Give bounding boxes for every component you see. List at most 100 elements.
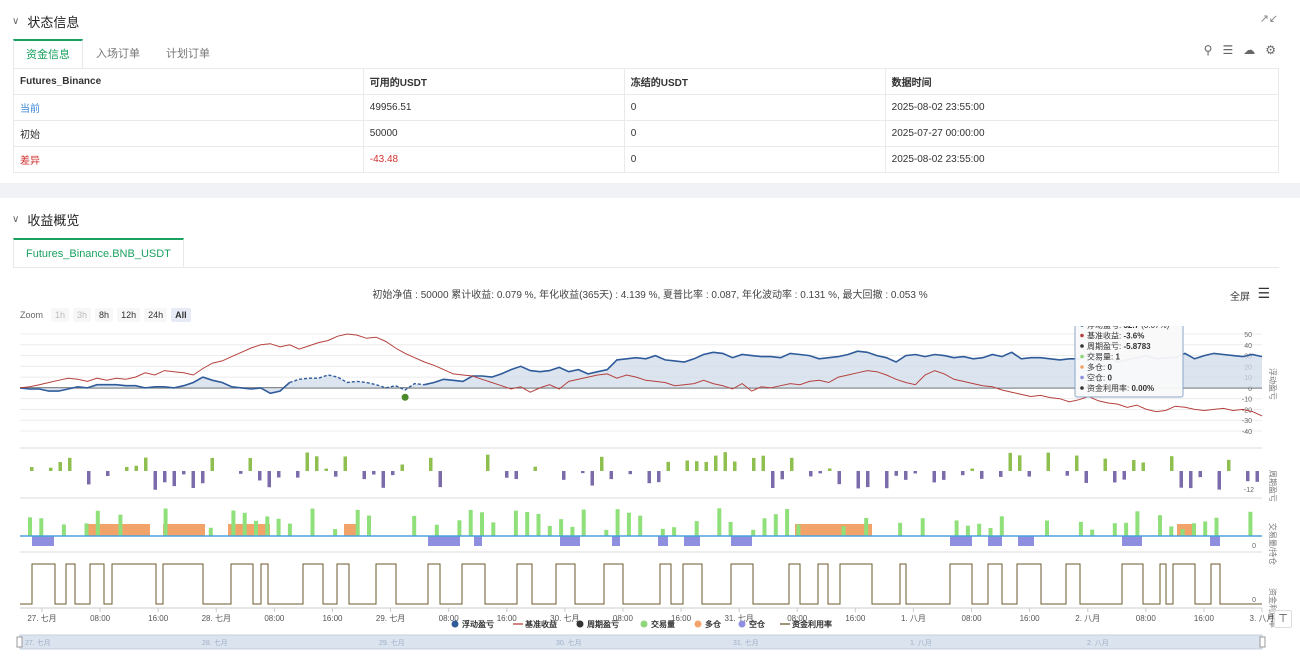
period-pl-bar — [780, 471, 784, 480]
period-pl-bar — [277, 471, 281, 478]
x-tick-label: 16:00 — [322, 614, 343, 623]
legend-item: 基准收益 — [524, 619, 557, 629]
table-header-row: Futures_Binance 可用的USDT 冻结的USDT 数据时间 — [13, 68, 1280, 95]
volume-bar — [242, 512, 247, 536]
zoom-8h-button[interactable]: 8h — [95, 308, 114, 322]
benchmark-line — [19, 333, 1263, 417]
chevron-down-icon[interactable]: ∨ — [12, 214, 20, 225]
zoom-1h-button[interactable]: 1h — [51, 308, 70, 322]
status-section-header[interactable]: ∨ 状态信息 — [12, 12, 79, 31]
float-pl-area — [20, 351, 1262, 394]
volume-bar — [660, 528, 665, 536]
scroll-top-icon[interactable]: ⊤ — [1274, 610, 1292, 628]
volume-bar — [231, 510, 236, 536]
period-pl-bar — [704, 461, 708, 471]
period-pl-bar — [657, 471, 661, 483]
period-pl-bar — [1217, 471, 1221, 490]
period-pl-bar — [258, 471, 262, 481]
volume-bar — [694, 521, 699, 536]
tab-funds[interactable]: 资金信息 — [13, 39, 83, 68]
tab-symbol[interactable]: Futures_Binance.BNB_USDT — [13, 238, 184, 267]
period-pl-bar — [324, 468, 328, 471]
volume-bar — [333, 529, 338, 536]
period-pl-bar — [163, 471, 167, 483]
tooltip-bullet — [1080, 386, 1084, 390]
period-pl-bar — [666, 461, 670, 471]
volume-bar — [1135, 511, 1140, 536]
collapse-icon[interactable]: ↗↙ — [1259, 13, 1278, 25]
list-icon[interactable]: ☰ — [1222, 43, 1234, 57]
profit-chart[interactable]: 50403020100-10-20-30-40浮动盈亏周期盈亏交易量/持仓资金利… — [0, 326, 1300, 669]
y-tick-label: 50 — [1244, 332, 1252, 339]
period-pl-bar — [866, 471, 870, 488]
float-pl-line-dashed — [289, 374, 425, 391]
volume-bar — [265, 516, 270, 536]
period-pl-bar — [837, 471, 841, 485]
period-pl-bar — [372, 471, 376, 475]
navigator-label: 27. 七月 — [25, 638, 51, 647]
volume-bar — [163, 508, 168, 536]
legend-item: 资金利用率 — [792, 619, 832, 629]
period-pl-bar — [1170, 456, 1174, 471]
volume-bar — [513, 510, 518, 536]
volume-bar — [604, 529, 609, 536]
table-row: 当前 49956.51 0 2025-08-02 23:55:00 — [13, 94, 1280, 121]
navigator-label: 1. 八月 — [910, 639, 932, 647]
row-label-current: 当前 — [13, 94, 364, 121]
zoom-24h-button[interactable]: 24h — [144, 308, 168, 322]
tab-entry-orders[interactable]: 入场订单 — [96, 48, 140, 60]
tooltip-row: 交易量: 1 — [1087, 352, 1120, 362]
volume-bar — [434, 524, 439, 536]
volume-bar — [762, 518, 767, 536]
zoom-12h-button[interactable]: 12h — [117, 308, 141, 322]
period-pl-bar — [486, 454, 490, 471]
tooltip-bullet — [1080, 344, 1084, 348]
short-position-block — [560, 536, 580, 546]
tooltip-bullet — [1080, 354, 1084, 359]
volume-bar — [559, 519, 564, 536]
profit-tabs: Futures_Binance.BNB_USDT — [13, 238, 1279, 268]
x-tick-label: 2. 八月 — [1075, 614, 1100, 623]
volume-bar — [570, 526, 575, 536]
volume-bar — [785, 509, 790, 536]
navigator-label: 28. 七月 — [202, 638, 228, 647]
menu-icon[interactable]: ☰ — [1257, 285, 1270, 301]
x-tick-label: 1. 八月 — [901, 614, 926, 623]
col-data-time: 数据时间 — [884, 68, 1280, 95]
period-pl-bar — [153, 471, 157, 490]
period-pl-bar — [1075, 455, 1079, 471]
volume-bar — [615, 509, 620, 536]
volume-bar — [480, 512, 484, 536]
cloud-upload-icon[interactable]: ☁ — [1243, 43, 1256, 57]
volume-bar — [1203, 521, 1208, 536]
tooltip-bullet — [1080, 365, 1084, 369]
col-account: Futures_Binance — [13, 68, 364, 95]
period-pl-bar — [581, 471, 585, 474]
cell-value: -43.48 — [362, 146, 625, 173]
short-position-block — [32, 536, 54, 546]
x-tick-label: 16:00 — [1020, 614, 1041, 623]
volume-bar — [84, 523, 89, 536]
period-pl-bar — [828, 468, 832, 471]
profit-section-header[interactable]: ∨ 收益概览 — [12, 210, 79, 229]
period-pl-bar — [172, 471, 176, 487]
navigator-label: 29. 七月 — [379, 638, 405, 647]
tab-plan-orders[interactable]: 计划订单 — [166, 48, 210, 60]
status-tabs: 资金信息 入场订单 计划订单 — [13, 39, 1279, 69]
zoom-3h-button[interactable]: 3h — [73, 308, 92, 322]
funds-table: Futures_Binance 可用的USDT 冻结的USDT 数据时间 当前 … — [13, 68, 1280, 173]
period-pl-bar — [856, 471, 860, 489]
period-pl-bar — [1141, 462, 1145, 471]
volume-bar — [547, 525, 552, 536]
fullscreen-button[interactable]: 全屏 — [1230, 292, 1250, 303]
x-tick-label: 16:00 — [845, 614, 866, 623]
gear-icon[interactable]: ⚙ — [1265, 43, 1276, 57]
cell-value: 50000 — [362, 120, 625, 147]
volume-bar — [1180, 529, 1185, 536]
short-position-block — [988, 536, 1002, 546]
search-icon[interactable]: ⚲ — [1203, 43, 1213, 57]
period-pl-bar — [942, 471, 946, 480]
chevron-down-icon[interactable]: ∨ — [12, 16, 20, 27]
zoom-all-button[interactable]: All — [171, 308, 191, 322]
volume-bar — [412, 515, 417, 536]
